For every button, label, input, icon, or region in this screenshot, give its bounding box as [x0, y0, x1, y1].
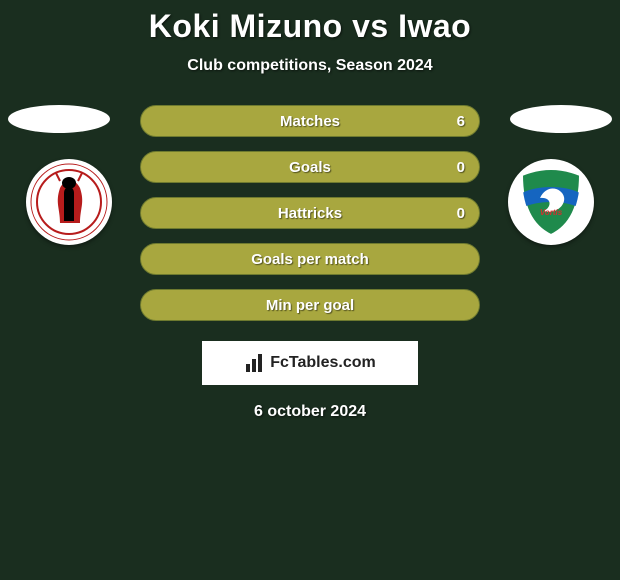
- brand-box: FcTables.com: [202, 341, 418, 385]
- roasso-kumamoto-icon: [30, 163, 108, 241]
- stat-value-right: 6: [457, 113, 465, 130]
- stat-pill-stack: Matches 6 Goals 0 Hattricks 0 Goals per …: [140, 105, 480, 321]
- stat-label: Hattricks: [278, 205, 342, 222]
- player-photo-right: [510, 105, 612, 133]
- stat-label: Min per goal: [266, 297, 354, 314]
- stat-label: Goals: [289, 159, 331, 176]
- stat-pill: Goals 0: [140, 151, 480, 183]
- stat-label: Matches: [280, 113, 340, 130]
- svg-text:Vortis: Vortis: [540, 208, 563, 217]
- tokushima-vortis-icon: Vortis: [512, 163, 590, 241]
- stats-area: Vortis Matches 6 Goals 0 Hattricks 0: [0, 105, 620, 421]
- bar-chart-icon: [244, 352, 266, 374]
- page-title: Koki Mizuno vs Iwao: [0, 8, 620, 45]
- stat-label: Goals per match: [251, 251, 369, 268]
- stat-pill: Hattricks 0: [140, 197, 480, 229]
- player-photo-left: [8, 105, 110, 133]
- stat-value-right: 0: [457, 205, 465, 222]
- club-badge-right: Vortis: [508, 159, 594, 245]
- stat-pill: Matches 6: [140, 105, 480, 137]
- page-subtitle: Club competitions, Season 2024: [0, 57, 620, 75]
- root: Koki Mizuno vs Iwao Club competitions, S…: [0, 0, 620, 421]
- stat-value-right: 0: [457, 159, 465, 176]
- date-text: 6 october 2024: [0, 403, 620, 421]
- brand-text: FcTables.com: [270, 354, 376, 372]
- stat-pill: Min per goal: [140, 289, 480, 321]
- club-badge-left: [26, 159, 112, 245]
- stat-pill: Goals per match: [140, 243, 480, 275]
